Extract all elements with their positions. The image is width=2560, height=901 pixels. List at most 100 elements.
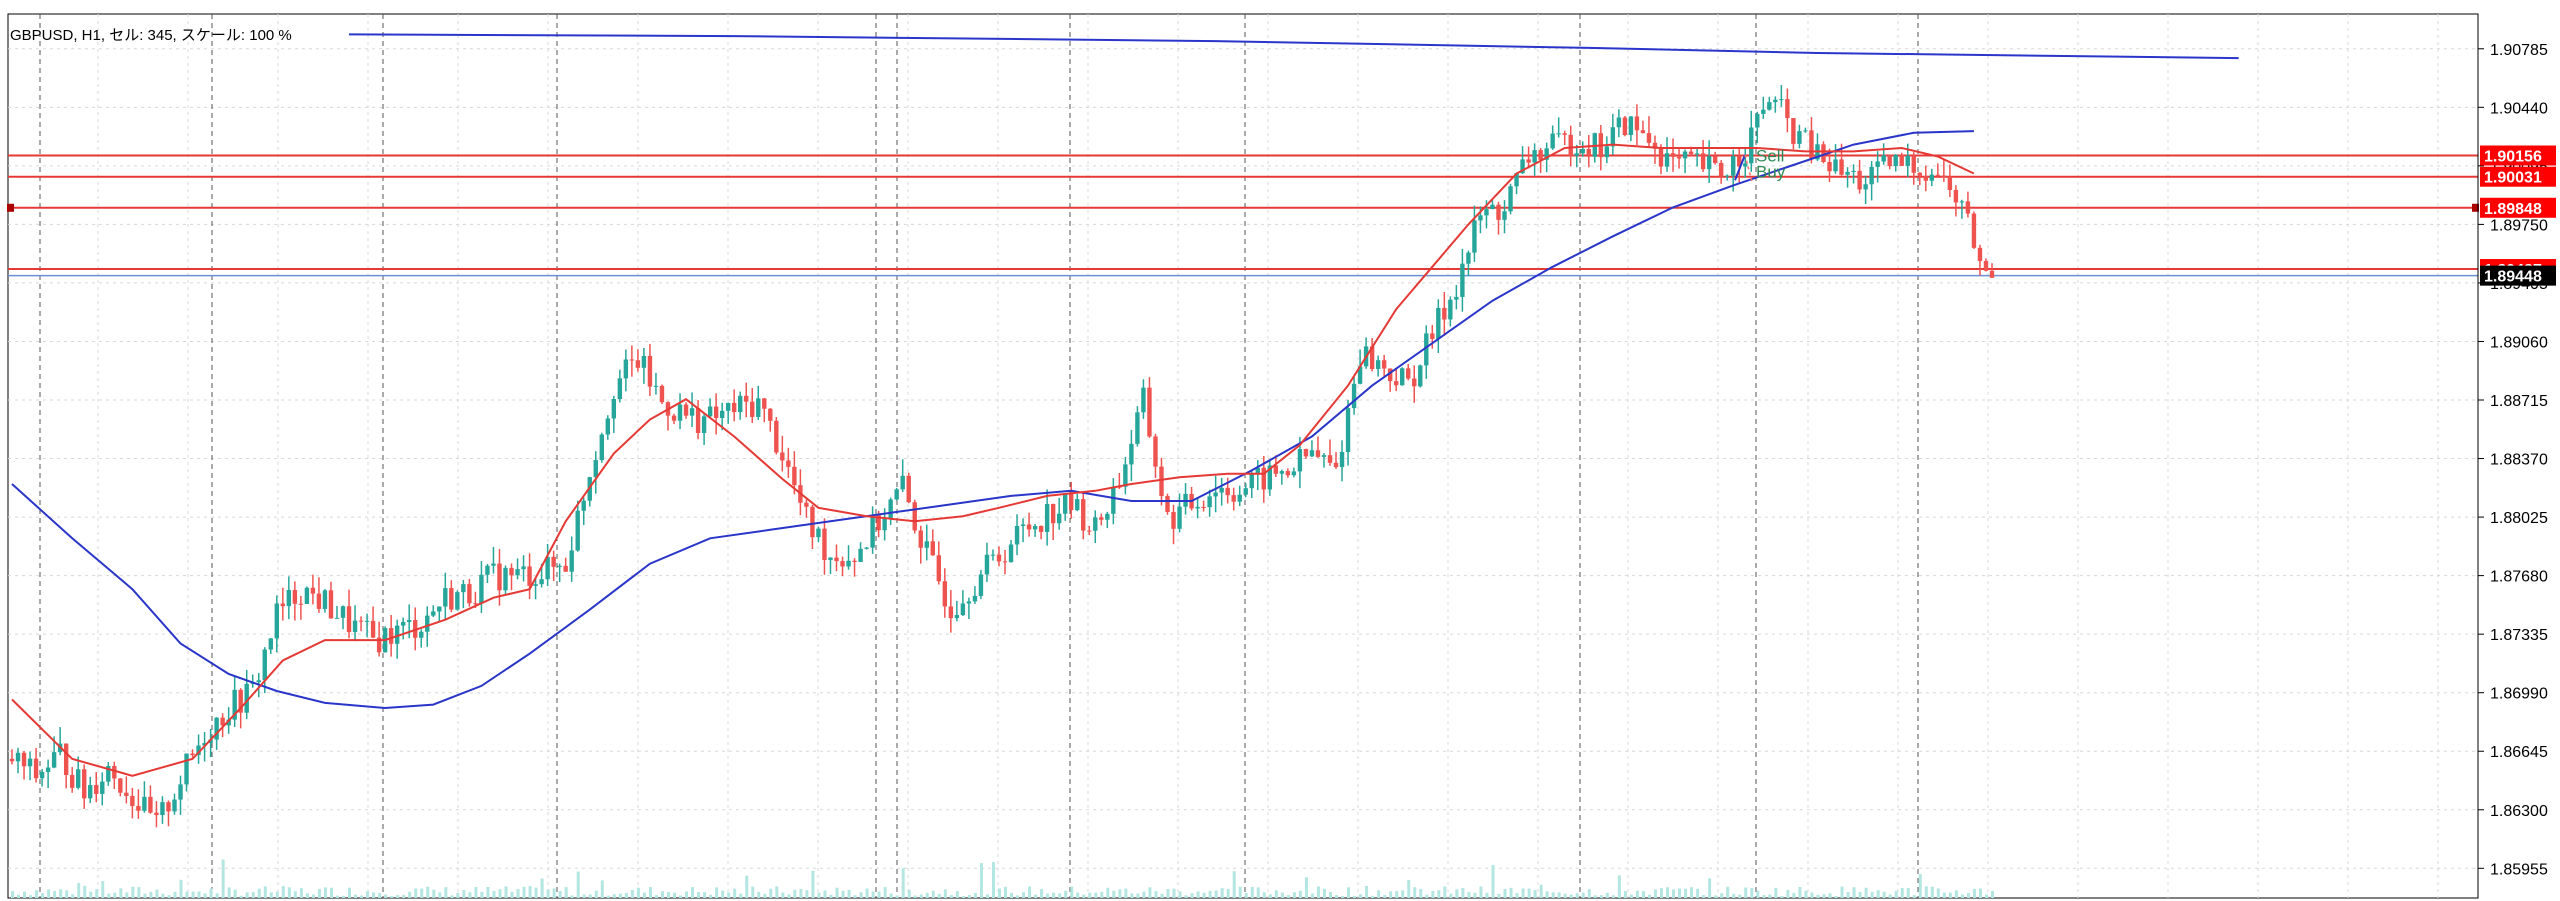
volume-bar	[751, 886, 755, 898]
volume-bar	[853, 895, 857, 898]
candle-bull	[1020, 524, 1026, 526]
volume-bar	[745, 875, 749, 898]
volume-bar	[1792, 892, 1796, 898]
volume-bar	[1563, 893, 1567, 898]
candle-bull	[707, 406, 713, 417]
chart-title: GBPUSD, H1, セル: 345, スケール: 100 %	[10, 27, 292, 44]
volume-bar	[775, 886, 779, 898]
volume-bar	[1160, 893, 1164, 898]
volume-bar	[1768, 894, 1772, 898]
volume-bar	[901, 868, 905, 898]
volume-bar	[1341, 895, 1345, 898]
candle-bull	[1237, 494, 1242, 502]
candle-bull	[1616, 117, 1622, 128]
volume-bar	[1780, 895, 1784, 898]
candle-bear	[1406, 368, 1411, 379]
volume-bar	[444, 887, 448, 898]
volume-bar	[1304, 877, 1308, 898]
volume-bar	[805, 890, 809, 898]
volume-bar	[1774, 887, 1778, 898]
volume-bar	[1046, 893, 1050, 898]
volume-bar	[1828, 893, 1832, 898]
volume-bar	[1365, 886, 1369, 898]
candle-bull	[756, 398, 761, 417]
candle-bull	[900, 475, 905, 490]
candle-bull	[984, 554, 990, 575]
price-badge	[2480, 145, 2556, 166]
candle-bull	[244, 683, 249, 713]
candle-bear	[154, 812, 159, 816]
candle-bear	[647, 355, 653, 387]
candle-bull	[1014, 525, 1020, 545]
volume-bar	[1064, 890, 1068, 898]
candle-bull	[1767, 102, 1772, 110]
candle-bear	[551, 556, 556, 567]
candle-bear	[1646, 133, 1652, 143]
volume-bar	[1870, 891, 1874, 898]
candle-bull	[1141, 387, 1146, 413]
candle-bear	[358, 620, 364, 622]
volume-bar	[53, 891, 57, 898]
volume-bar	[329, 887, 333, 898]
candle-bear	[1700, 153, 1706, 170]
volume-bar	[41, 893, 45, 898]
volume-bar	[1515, 893, 1519, 898]
candle-bear	[1099, 517, 1104, 520]
candle-bull	[1743, 163, 1748, 167]
volume-bar	[1431, 890, 1435, 898]
candle-bull	[1694, 153, 1700, 155]
volume-bar	[1744, 887, 1748, 898]
candle-bear	[473, 603, 478, 605]
volume-bar	[961, 895, 965, 898]
candle-bull	[569, 550, 574, 572]
candle-bull	[1093, 517, 1098, 531]
volume-bar	[498, 889, 502, 898]
candle-bull	[575, 510, 580, 551]
volume-bar	[787, 894, 791, 898]
candle-bear	[82, 769, 87, 799]
candle-bull	[1291, 471, 1297, 476]
candle-bear	[527, 566, 532, 586]
candle-bull	[816, 528, 821, 538]
candle-bear	[1971, 213, 1977, 248]
volume-bar	[847, 889, 851, 898]
price-badge	[2480, 197, 2556, 218]
volume-bar	[1413, 887, 1417, 898]
candle-bull	[1249, 473, 1254, 489]
candle-bull	[461, 584, 466, 593]
volume-bar	[1238, 886, 1242, 898]
volume-bar	[576, 871, 580, 898]
volume-bar	[1202, 892, 1206, 898]
candle-bear	[1911, 155, 1916, 173]
candle-bear	[1393, 381, 1399, 386]
candle-bear	[1785, 99, 1790, 119]
volume-bar	[372, 892, 376, 898]
volume-bar	[889, 893, 893, 898]
volume-bar	[1208, 891, 1212, 898]
candle-bull	[286, 590, 292, 607]
volume-bar	[197, 891, 201, 898]
volume-bar	[1678, 888, 1682, 898]
volume-bar	[125, 892, 129, 898]
volume-bar	[1666, 887, 1670, 898]
volume-bar	[979, 863, 983, 898]
candle-bull	[437, 606, 442, 612]
candle-bull	[689, 408, 695, 416]
candle-bear	[876, 515, 881, 531]
candle-bear	[328, 590, 334, 619]
candle-bull	[611, 399, 617, 419]
candle-bear	[635, 360, 641, 368]
candle-bull	[864, 547, 869, 549]
volume-bar	[991, 862, 995, 898]
candle-bear	[1622, 117, 1628, 135]
volume-bar	[1503, 888, 1507, 898]
candle-bull	[479, 574, 484, 604]
volume-bar	[71, 894, 75, 898]
volume-bar	[1316, 886, 1320, 898]
volume-bar	[1587, 889, 1591, 898]
volume-bar	[1419, 888, 1423, 898]
candle-bear	[238, 689, 243, 713]
plot-frame	[7, 13, 2479, 899]
